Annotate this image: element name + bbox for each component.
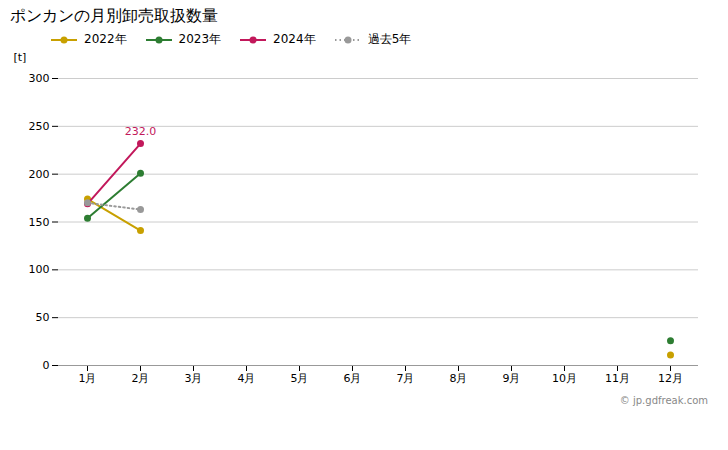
svg-text:11月: 11月	[605, 372, 630, 385]
svg-text:200: 200	[29, 168, 50, 181]
svg-text:10月: 10月	[552, 372, 577, 385]
svg-text:0: 0	[43, 359, 50, 372]
svg-text:150: 150	[29, 216, 50, 229]
svg-text:5月: 5月	[291, 372, 309, 385]
html-text:ポンカンの月別卸売取扱数量: ポンカンの月別卸売取扱数量	[10, 6, 218, 25]
html-text:2024年: 2024年	[273, 32, 316, 46]
svg-text:100: 100	[29, 263, 50, 276]
svg-text:3月: 3月	[185, 372, 203, 385]
html-text:過去5年: 過去5年	[367, 32, 412, 46]
svg-text:50: 50	[36, 311, 50, 324]
svg-text:8月: 8月	[450, 372, 468, 385]
html-text:© jp.gdfreak.com: © jp.gdfreak.com	[619, 395, 708, 406]
svg-text:250: 250	[29, 120, 50, 133]
html-text:2022年: 2022年	[84, 32, 127, 46]
svg-text:2月: 2月	[132, 372, 150, 385]
html-text:2023年: 2023年	[178, 32, 222, 46]
svg-text:300: 300	[29, 72, 50, 85]
svg-text:9月: 9月	[503, 372, 521, 385]
svg-text:1月: 1月	[79, 372, 97, 385]
svg-text:4月: 4月	[238, 372, 256, 385]
svg-text:6月: 6月	[344, 372, 362, 385]
svg-text:12月: 12月	[658, 372, 683, 385]
svg-text:7月: 7月	[397, 372, 415, 385]
svg-text:[t]: [t]	[14, 51, 27, 64]
svg-text:232.0: 232.0	[125, 125, 157, 138]
